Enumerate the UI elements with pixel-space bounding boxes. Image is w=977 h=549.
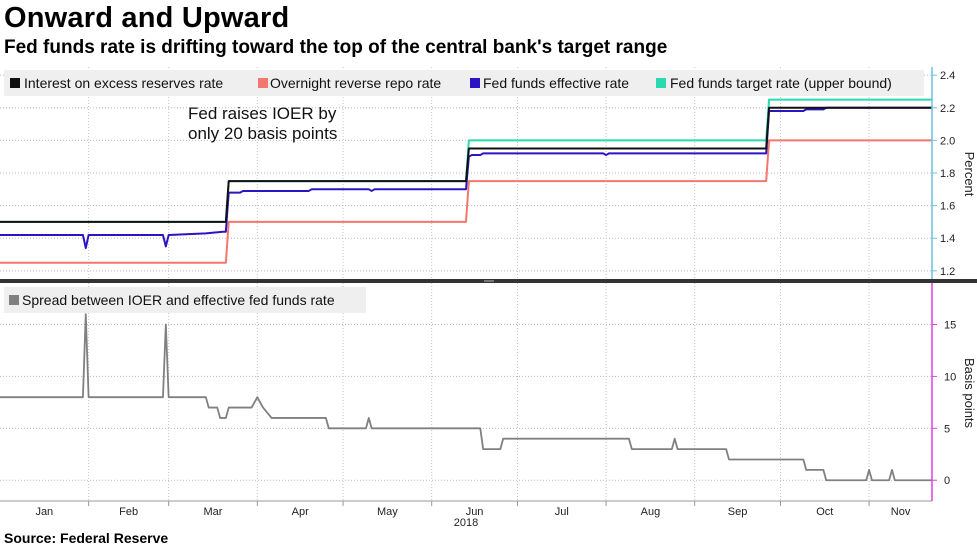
bottom-series-group xyxy=(0,313,932,482)
legend-swatch-effr xyxy=(470,78,480,88)
x-ticks: Jan Feb Mar Apr May Jun Jul Aug Sep Oct Nov xyxy=(35,501,911,518)
x-tick-label: Jul xyxy=(555,506,569,518)
bottom-y-tick-label: 15 xyxy=(944,320,956,332)
x-tick-label: May xyxy=(377,506,398,518)
top-y-tick-label: 1.6 xyxy=(940,201,955,213)
x-tick-label: Jun xyxy=(466,506,484,518)
x-tick-label: Jan xyxy=(35,506,53,518)
x-tick-label: Apr xyxy=(292,506,309,518)
annotation-line-2: only 20 basis points xyxy=(188,124,337,143)
top-legend-background xyxy=(4,70,924,96)
bottom-y-tick-label: 5 xyxy=(944,423,950,435)
bottom-y-tick-label: 0 xyxy=(944,475,950,487)
bottom-y-axis-title: Basis points xyxy=(962,358,977,429)
x-tick-label: Nov xyxy=(891,506,911,518)
legend-swatch-target xyxy=(656,78,666,88)
legend-entry-effr: Fed funds effective rate xyxy=(470,75,629,91)
series-line-rrp xyxy=(0,139,932,264)
x-tick-label: Mar xyxy=(204,506,223,518)
bottom-y-tick-label: 10 xyxy=(944,371,956,383)
chart-subtitle: Fed funds rate is drifting toward the to… xyxy=(4,37,668,58)
legend-label-ioer: Interest on excess reserves rate xyxy=(24,75,223,91)
top-y-tick-label: 2.0 xyxy=(940,135,955,147)
top-y-tick-label: 1.2 xyxy=(940,266,955,278)
legend-entry-spread: Spread between IOER and effective fed fu… xyxy=(9,292,335,308)
legend-label-rrp: Overnight reverse repo rate xyxy=(270,75,441,91)
x-tick-label: Sep xyxy=(728,506,748,518)
legend-entry-rrp: Overnight reverse repo rate xyxy=(258,75,441,91)
top-y-tick-label: 2.4 xyxy=(940,70,955,82)
top-y-ticks: 1.2 1.4 1.6 1.8 2.0 2.2 2.4 xyxy=(932,70,955,278)
legend-swatch-rrp xyxy=(258,78,268,88)
x-tick-label: Feb xyxy=(119,506,138,518)
x-tick-label: Oct xyxy=(816,506,833,518)
panel-divider-grip xyxy=(484,280,494,282)
bottom-y-ticks: 0 5 10 15 xyxy=(932,320,956,487)
top-series-group xyxy=(0,98,932,264)
source-note: Source: Federal Reserve xyxy=(4,530,169,546)
legend-entry-ioer: Interest on excess reserves rate xyxy=(10,75,223,91)
bottom-legend-background xyxy=(4,287,366,313)
series-line-spread xyxy=(0,313,932,482)
bottom-panel-background xyxy=(0,283,932,501)
x-year-label: 2018 xyxy=(454,517,478,529)
annotation-line-1: Fed raises IOER by xyxy=(188,104,337,123)
x-tick-label: Aug xyxy=(641,506,661,518)
chart-title: Onward and Upward xyxy=(4,2,290,34)
top-y-tick-label: 1.8 xyxy=(940,168,955,180)
legend-entry-target: Fed funds target rate (upper bound) xyxy=(656,75,892,91)
top-y-axis-title: Percent xyxy=(962,152,977,197)
top-y-tick-label: 2.2 xyxy=(940,103,955,115)
legend-label-spread: Spread between IOER and effective fed fu… xyxy=(22,292,335,308)
legend-swatch-spread xyxy=(9,295,19,305)
legend-swatch-ioer xyxy=(10,78,20,88)
top-y-tick-label: 1.4 xyxy=(940,233,955,245)
legend-label-target: Fed funds target rate (upper bound) xyxy=(670,75,892,91)
series-line-ioer xyxy=(0,106,932,223)
legend-label-effr: Fed funds effective rate xyxy=(483,75,629,91)
